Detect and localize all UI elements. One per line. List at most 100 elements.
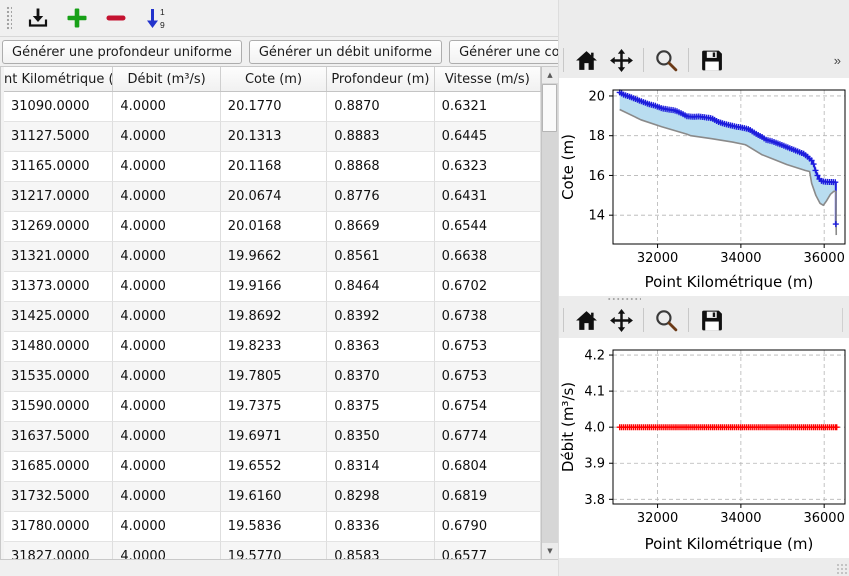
toolbar-overflow-button[interactable]: » [833, 52, 841, 68]
scrollbar-thumb[interactable] [542, 84, 557, 132]
results-table[interactable]: Point Kilométrique (m)Débit (m³/s)Cote (… [1, 67, 541, 559]
table-cell[interactable]: 4.0000 [113, 122, 221, 152]
table-row[interactable]: 31637.5000 4.0000 19.6971 0.8350 0.6774 [4, 422, 541, 452]
cote-profile-chart[interactable]: 32000 34000 36000 14 16 18 20 Point Kilométriqu… [559, 78, 849, 296]
table-cell[interactable]: 0.6431 [434, 182, 541, 212]
table-cell[interactable]: 0.8561 [327, 242, 435, 272]
table-cell[interactable]: 31269.0000 [4, 212, 114, 242]
table-row[interactable]: 31732.5000 4.0000 19.6160 0.8298 0.6819 [4, 482, 541, 512]
table-row[interactable]: 31165.0000 4.0000 20.1168 0.8868 0.6323 [4, 152, 541, 182]
sort-ascending-button[interactable]: 1 9 [142, 5, 168, 31]
import-button[interactable] [25, 5, 51, 31]
table-row[interactable]: 31090.0000 4.0000 20.1770 0.8870 0.6321 [4, 92, 541, 122]
table-cell[interactable]: 0.8375 [327, 392, 435, 422]
scroll-down-button[interactable]: ▼ [542, 543, 558, 559]
table-cell[interactable]: 19.6552 [220, 452, 328, 482]
table-row[interactable]: 31269.0000 4.0000 20.0168 0.8669 0.6544 [4, 212, 541, 242]
table-cell[interactable]: 0.8870 [327, 92, 435, 122]
table-cell[interactable]: 0.8669 [327, 212, 435, 242]
table-cell[interactable]: 0.6702 [434, 272, 541, 302]
table-cell[interactable]: 19.8692 [220, 302, 328, 332]
table-cell[interactable]: 4.0000 [113, 242, 221, 272]
table-row[interactable]: 31127.5000 4.0000 20.1313 0.8883 0.6445 [4, 122, 541, 152]
generate-debit-button[interactable]: Générer un débit uniforme [248, 40, 443, 64]
table-cell[interactable]: 31732.5000 [4, 482, 114, 512]
table-cell[interactable]: 0.8350 [327, 422, 435, 452]
table-cell[interactable]: 0.6638 [434, 242, 541, 272]
table-cell[interactable]: 4.0000 [113, 182, 221, 212]
table-cell[interactable]: 20.1168 [220, 152, 328, 182]
table-row[interactable]: 31321.0000 4.0000 19.9662 0.8561 0.6638 [4, 242, 541, 272]
table-cell[interactable]: 0.6774 [434, 422, 541, 452]
column-header[interactable]: Point Kilométrique (m) [4, 67, 114, 91]
table-row[interactable]: 31425.0000 4.0000 19.8692 0.8392 0.6738 [4, 302, 541, 332]
table-row[interactable]: 31780.0000 4.0000 19.5836 0.8336 0.6790 [4, 512, 541, 542]
table-cell[interactable]: 0.6753 [434, 362, 541, 392]
table-row[interactable]: 31685.0000 4.0000 19.6552 0.8314 0.6804 [4, 452, 541, 482]
table-cell[interactable]: 31637.5000 [4, 422, 114, 452]
table-cell[interactable]: 0.6323 [434, 152, 541, 182]
table-cell[interactable]: 4.0000 [113, 422, 221, 452]
table-cell[interactable]: 0.6544 [434, 212, 541, 242]
table-cell[interactable]: 4.0000 [113, 152, 221, 182]
home-button[interactable] [573, 307, 599, 333]
table-cell[interactable]: 0.6790 [434, 512, 541, 542]
table-cell[interactable]: 31127.5000 [4, 122, 114, 152]
save-figure-button[interactable] [698, 307, 724, 333]
table-cell[interactable]: 19.9662 [220, 242, 328, 272]
table-cell[interactable]: 0.6753 [434, 332, 541, 362]
table-cell[interactable]: 19.5836 [220, 512, 328, 542]
table-cell[interactable]: 31373.0000 [4, 272, 114, 302]
column-header[interactable]: Cote (m) [221, 67, 328, 91]
table-cell[interactable]: 0.8392 [327, 302, 435, 332]
table-cell[interactable]: 31590.0000 [4, 392, 114, 422]
table-row[interactable]: 31535.0000 4.0000 19.7805 0.8370 0.6753 [4, 362, 541, 392]
table-row[interactable]: 31480.0000 4.0000 19.8233 0.8363 0.6753 [4, 332, 541, 362]
table-cell[interactable]: 0.6445 [434, 122, 541, 152]
toolbar-handle[interactable] [6, 6, 12, 30]
table-cell[interactable]: 0.8583 [327, 542, 435, 559]
table-cell[interactable]: 4.0000 [113, 362, 221, 392]
debit-chart[interactable]: 32000 34000 36000 3.8 3.9 4.0 4.1 4.2 Point Kilo… [559, 338, 849, 558]
table-cell[interactable]: 0.8314 [327, 452, 435, 482]
table-cell[interactable]: 19.8233 [220, 332, 328, 362]
window-resize-grip[interactable] [836, 563, 847, 574]
table-cell[interactable]: 20.0168 [220, 212, 328, 242]
table-cell[interactable]: 4.0000 [113, 512, 221, 542]
generate-profondeur-button[interactable]: Générer une profondeur uniforme [2, 40, 242, 64]
zoom-button[interactable] [653, 47, 679, 73]
table-cell[interactable]: 0.8776 [327, 182, 435, 212]
table-cell[interactable]: 0.6819 [434, 482, 541, 512]
table-row[interactable]: 31827.0000 4.0000 19.5770 0.8583 0.6577 [4, 542, 541, 559]
add-row-button[interactable] [64, 5, 90, 31]
column-header[interactable]: Débit (m³/s) [113, 67, 221, 91]
table-cell[interactable]: 0.6804 [434, 452, 541, 482]
table-cell[interactable]: 31090.0000 [4, 92, 114, 122]
table-cell[interactable]: 0.6321 [434, 92, 541, 122]
table-cell[interactable]: 4.0000 [113, 302, 221, 332]
table-cell[interactable]: 4.0000 [113, 332, 221, 362]
table-cell[interactable]: 0.8883 [327, 122, 435, 152]
table-cell[interactable]: 19.7805 [220, 362, 328, 392]
plots-splitter[interactable] [559, 296, 849, 302]
column-header[interactable]: Profondeur (m) [327, 67, 435, 91]
table-cell[interactable]: 31480.0000 [4, 332, 114, 362]
table-cell[interactable]: 4.0000 [113, 272, 221, 302]
table-cell[interactable]: 20.1313 [220, 122, 328, 152]
column-header[interactable]: Vitesse (m/s) [435, 67, 541, 91]
table-cell[interactable]: 20.0674 [220, 182, 328, 212]
table-row[interactable]: 31373.0000 4.0000 19.9166 0.8464 0.6702 [4, 272, 541, 302]
pan-button[interactable] [608, 47, 634, 73]
vertical-scrollbar[interactable]: ▲ ▼ [541, 67, 558, 559]
table-cell[interactable]: 4.0000 [113, 92, 221, 122]
table-cell[interactable]: 19.6160 [220, 482, 328, 512]
remove-row-button[interactable] [103, 5, 129, 31]
table-cell[interactable]: 31165.0000 [4, 152, 114, 182]
save-figure-button[interactable] [698, 47, 724, 73]
table-cell[interactable]: 31535.0000 [4, 362, 114, 392]
scroll-up-button[interactable]: ▲ [542, 67, 558, 83]
table-cell[interactable]: 0.8363 [327, 332, 435, 362]
table-cell[interactable]: 0.6754 [434, 392, 541, 422]
table-cell[interactable]: 0.8868 [327, 152, 435, 182]
table-cell[interactable]: 0.8298 [327, 482, 435, 512]
